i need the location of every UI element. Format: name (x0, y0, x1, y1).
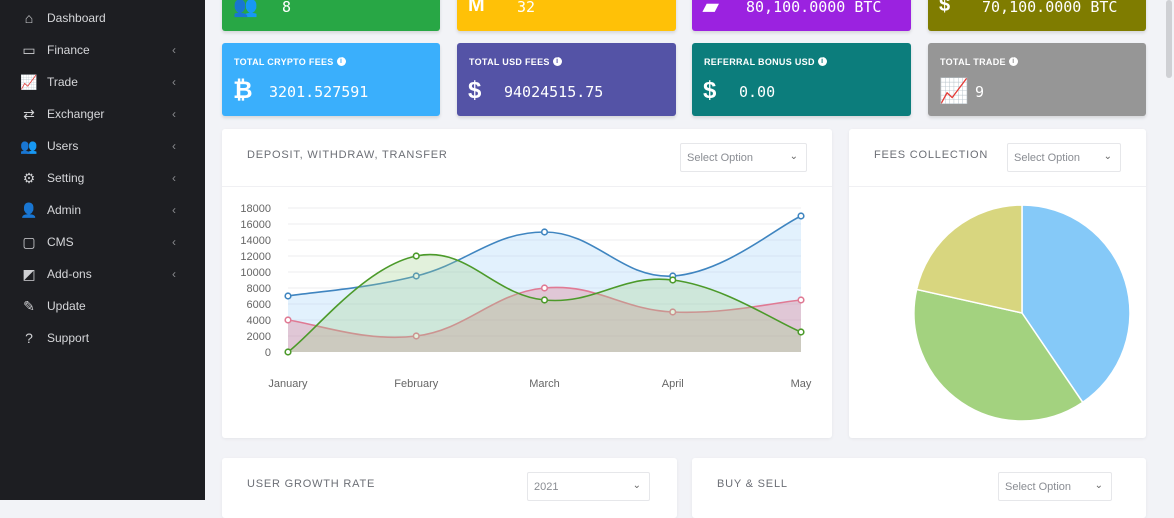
info-icon[interactable]: i (552, 57, 562, 66)
info-icon[interactable]: i (336, 57, 346, 66)
exchange-icon: ⇄ (23, 105, 35, 122)
sidebar-item-users[interactable]: 👥 Users ‹ (0, 132, 205, 160)
gear-icon: ⚙ (22, 169, 36, 186)
sidebar-item-label: Users (47, 139, 79, 153)
deposit-select[interactable]: Select Option ⌄ (680, 143, 807, 172)
chevron-left-icon: ‹ (172, 203, 176, 217)
question-circle-icon: ? (25, 330, 33, 346)
dollar-icon: $ (703, 77, 717, 104)
sidebar-item-setting[interactable]: ⚙ Setting ‹ (0, 164, 205, 192)
top-stat-card: ▰ 80,100.0000 BTC (692, 0, 911, 31)
chevron-down-icon: ⌄ (1094, 480, 1103, 491)
chevron-left-icon: ‹ (172, 107, 176, 121)
select-value: 2021 (534, 481, 559, 493)
select-value: Select Option (1005, 481, 1072, 493)
sidebar-item-label: Finance (47, 43, 90, 57)
card-title: TOTAL TRADE (940, 57, 1006, 67)
chart-icon: 📈 (939, 78, 969, 105)
divider (222, 186, 832, 187)
stat-card-total-trade: TOTAL TRADE i 📈 9 (928, 43, 1146, 116)
deposit-withdraw-transfer-panel: DEPOSIT, WITHDRAW, TRANSFER Select Optio… (222, 129, 832, 438)
chevron-left-icon: ‹ (172, 171, 176, 185)
panel-title: FEES COLLECTION (874, 149, 989, 161)
card-title: TOTAL CRYPTO FEES (234, 57, 334, 67)
sidebar-item-dashboard[interactable]: ⌂ Dashboard (0, 4, 205, 32)
chevron-down-icon: ⌄ (789, 151, 798, 162)
sidebar-item-admin[interactable]: 👤 Admin ‹ (0, 196, 205, 224)
sidebar-item-trade[interactable]: 📈 Trade ‹ (0, 68, 205, 96)
magic-wand-icon: ✎ (23, 297, 35, 314)
panel-title: USER GROWTH RATE (247, 478, 376, 490)
info-icon[interactable]: i (1008, 57, 1018, 66)
sidebar-item-add-ons[interactable]: ◩ Add-ons ‹ (0, 260, 205, 288)
sidebar-item-support[interactable]: ? Support (0, 324, 205, 352)
year-select[interactable]: 2021 ⌄ (527, 472, 650, 501)
chart-icon: 📈 (20, 73, 38, 90)
sidebar-item-label: CMS (47, 235, 74, 249)
sidebar-item-label: Admin (47, 203, 82, 217)
user-growth-panel: USER GROWTH RATE 2021 ⌄ (222, 458, 677, 518)
card-value: 9 (975, 83, 985, 101)
credit-card-icon: ▭ (22, 41, 36, 58)
medium-icon: M (468, 0, 485, 16)
sidebar-item-label: Setting (47, 171, 85, 185)
stat-card-referral-bonus-usd: REFERRAL BONUS USD i $0.00 (692, 43, 911, 116)
sidebar-item-label: Support (47, 331, 90, 345)
card-value: 8 (282, 0, 292, 16)
chevron-left-icon: ‹ (172, 75, 176, 89)
hand-dollar-icon: $ (468, 77, 482, 104)
panel-title: DEPOSIT, WITHDRAW, TRANSFER (247, 149, 448, 161)
sidebar-item-finance[interactable]: ▭ Finance ‹ (0, 36, 205, 64)
card-value: 0.00 (739, 83, 776, 101)
sidebar-item-label: Add-ons (47, 267, 92, 281)
chevron-left-icon: ‹ (172, 43, 176, 57)
users-icon: 👥 (233, 0, 258, 18)
bitcoin-icon: ₿ (233, 77, 253, 104)
card-value: 80,100.0000 BTC (746, 0, 882, 16)
sidebar-item-update[interactable]: ✎ Update (0, 292, 205, 320)
sidebar-item-cms[interactable]: ▢ CMS ‹ (0, 228, 205, 256)
sidebar-item-label: Trade (47, 75, 78, 89)
card-title: REFERRAL BONUS USD (704, 57, 815, 67)
divider (849, 186, 1146, 187)
chevron-left-icon: ‹ (172, 235, 176, 249)
home-icon: ⌂ (24, 10, 34, 26)
stat-card-total-usd-fees: TOTAL USD FEES i $94024515.75 (457, 43, 676, 116)
user-tie-icon: 👤 (20, 201, 38, 218)
share-icon: ◩ (22, 265, 36, 282)
info-icon[interactable]: i (817, 57, 827, 66)
sidebar-item-label: Dashboard (47, 11, 106, 25)
card-value: 70,100.0000 BTC (982, 0, 1118, 16)
scrollbar[interactable] (1166, 0, 1172, 78)
card-value: 32 (517, 0, 536, 16)
top-stat-card: 👥 8 (222, 0, 440, 31)
buy-sell-panel: BUY & SELL Select Option ⌄ (692, 458, 1146, 518)
select-value: Select Option (687, 152, 754, 164)
chevron-left-icon: ‹ (172, 267, 176, 281)
chevron-left-icon: ‹ (172, 139, 176, 153)
stat-card-total-crypto-fees: TOTAL CRYPTO FEES i ₿ 3201.527591 (222, 43, 440, 116)
dollar-badge-icon: $ (939, 0, 951, 16)
users-icon: 👥 (20, 137, 38, 154)
sidebar-item-exchanger[interactable]: ⇄ Exchanger ‹ (0, 100, 205, 128)
card-title: TOTAL USD FEES (469, 57, 550, 67)
top-stat-card: M 32 (457, 0, 676, 31)
sidebar: ⌂ Dashboard ▭ Finance ‹ 📈 Trade ‹ ⇄ Exchanger ‹ 👥 Us… (0, 0, 205, 500)
card-value: 3201.527591 (269, 83, 369, 101)
card-value: 94024515.75 (504, 83, 604, 101)
chevron-down-icon: ⌄ (632, 480, 641, 491)
sidebar-item-label: Exchanger (47, 107, 105, 121)
sidebar-item-label: Update (47, 299, 86, 313)
comment-icon: ▢ (22, 233, 36, 250)
briefcase-icon: ▰ (703, 0, 719, 18)
chevron-down-icon: ⌄ (1103, 151, 1112, 162)
fees-select[interactable]: Select Option ⌄ (1007, 143, 1121, 172)
buysell-select[interactable]: Select Option ⌄ (998, 472, 1112, 501)
fees-collection-panel: FEES COLLECTION Select Option ⌄ (849, 129, 1146, 438)
panel-title: BUY & SELL (717, 478, 788, 490)
select-value: Select Option (1014, 152, 1081, 164)
top-stat-card: $70,100.0000 BTC (928, 0, 1146, 31)
